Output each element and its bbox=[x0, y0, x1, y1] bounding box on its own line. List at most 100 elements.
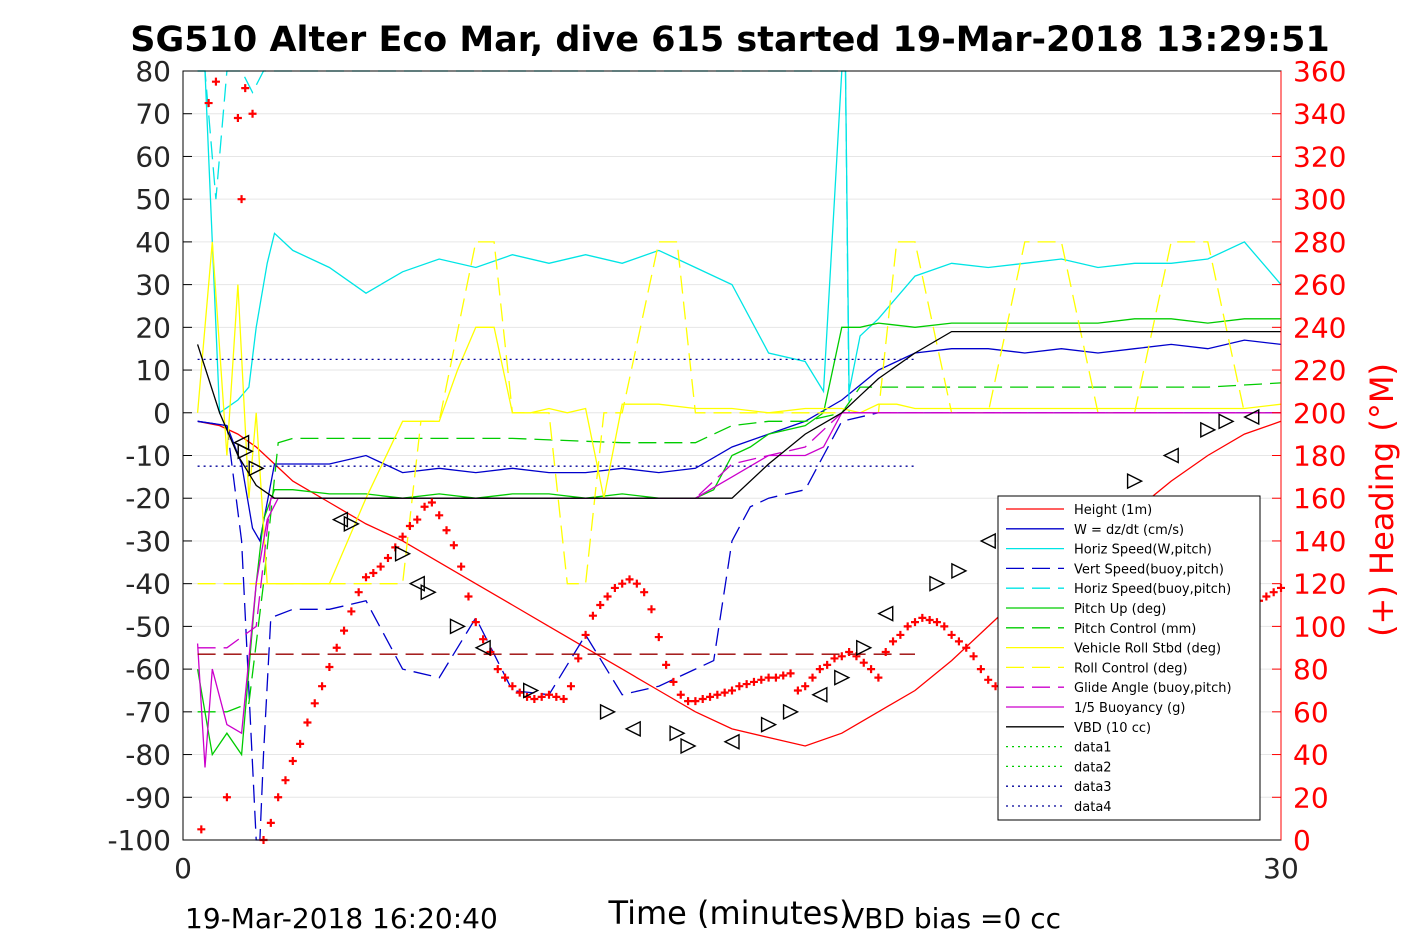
triangle-marker bbox=[394, 545, 412, 562]
heading-point bbox=[867, 665, 876, 674]
x-axis-label: Time (minutes) bbox=[608, 894, 852, 932]
right-axis-label: (+) Heading (°M) bbox=[1363, 363, 1401, 637]
heading-point bbox=[837, 652, 846, 661]
heading-point bbox=[233, 113, 242, 122]
y-tick-label: 60 bbox=[135, 140, 171, 173]
heading-point bbox=[984, 675, 993, 684]
right-tick-label: 100 bbox=[1293, 610, 1346, 643]
heading-point bbox=[881, 648, 890, 657]
heading-point bbox=[1269, 588, 1278, 597]
right-tick-label: 60 bbox=[1293, 696, 1329, 729]
triangle-marker bbox=[523, 682, 540, 699]
heading-point bbox=[779, 671, 788, 680]
legend-label: Glide Angle (buoy,pitch) bbox=[1074, 681, 1232, 696]
triangle-marker bbox=[856, 639, 873, 656]
heading-point bbox=[222, 793, 231, 802]
x-tick-label: 0 bbox=[174, 852, 192, 885]
heading-point bbox=[735, 682, 744, 691]
heading-point bbox=[383, 554, 392, 563]
y-tick-label: 80 bbox=[135, 55, 171, 88]
heading-point bbox=[654, 633, 663, 642]
series-line-horiz-speed-w-pitch bbox=[197, 70, 1282, 415]
heading-point bbox=[691, 697, 700, 706]
heading-point bbox=[625, 575, 634, 584]
heading-point bbox=[969, 652, 978, 661]
triangle-marker bbox=[979, 532, 996, 550]
heading-point bbox=[918, 613, 927, 622]
heading-point bbox=[581, 630, 590, 639]
legend-label: Height (1m) bbox=[1074, 503, 1152, 518]
heading-point bbox=[310, 699, 319, 708]
y-tick-label: 40 bbox=[135, 226, 171, 259]
triangle-marker bbox=[1243, 408, 1260, 426]
heading-point bbox=[237, 195, 246, 204]
heading-point bbox=[793, 686, 802, 695]
heading-point bbox=[588, 611, 597, 620]
heading-point bbox=[501, 673, 510, 682]
heading-point bbox=[749, 677, 758, 686]
triangle-marker bbox=[408, 575, 425, 592]
heading-point bbox=[545, 690, 553, 699]
heading-point bbox=[266, 818, 275, 827]
triangle-marker bbox=[951, 562, 968, 579]
y-tick-label: -90 bbox=[125, 781, 171, 814]
heading-point bbox=[427, 498, 436, 507]
right-tick-label: 180 bbox=[1293, 440, 1346, 473]
heading-point bbox=[362, 573, 370, 582]
heading-point bbox=[684, 697, 693, 706]
triangle-marker bbox=[834, 669, 851, 686]
legend-label: Pitch Up (deg) bbox=[1074, 602, 1166, 617]
heading-point bbox=[303, 718, 312, 727]
heading-point bbox=[493, 665, 502, 674]
heading-point bbox=[662, 660, 671, 669]
heading-point bbox=[889, 637, 898, 646]
triangle-marker bbox=[1218, 413, 1235, 430]
triangle-marker bbox=[449, 618, 467, 635]
heading-point bbox=[713, 690, 722, 699]
heading-point bbox=[925, 615, 934, 624]
heading-point bbox=[530, 695, 539, 704]
right-tick-label: 220 bbox=[1293, 354, 1346, 387]
right-tick-label: 240 bbox=[1293, 311, 1346, 344]
legend-label: 1/5 Buoyancy (g) bbox=[1074, 701, 1185, 716]
right-tick-label: 200 bbox=[1293, 397, 1346, 430]
heading-point bbox=[903, 622, 912, 631]
heading-point bbox=[204, 99, 213, 108]
legend-label: Vert Speed(buoy,pitch) bbox=[1074, 562, 1224, 577]
legend-label: Roll Control (deg) bbox=[1074, 661, 1188, 676]
heading-point bbox=[508, 682, 517, 691]
heading-point bbox=[197, 825, 206, 834]
heading-point bbox=[786, 669, 795, 678]
y-tick-label: -40 bbox=[125, 568, 171, 601]
y-tick-label: 30 bbox=[135, 269, 171, 302]
y-tick-label: -30 bbox=[125, 525, 171, 558]
right-tick-label: 80 bbox=[1293, 653, 1329, 686]
heading-point bbox=[347, 607, 356, 616]
heading-point bbox=[962, 643, 971, 652]
y-tick-label: -50 bbox=[125, 610, 171, 643]
legend-label: Horiz Speed(buoy,pitch) bbox=[1074, 582, 1231, 597]
series-line-w-dz-dt-cm-s bbox=[197, 339, 1282, 543]
heading-point bbox=[859, 658, 868, 667]
legend-label: Vehicle Roll Stbd (deg) bbox=[1074, 642, 1221, 657]
heading-point bbox=[823, 660, 832, 669]
triangle-marker bbox=[680, 737, 697, 755]
heading-point bbox=[552, 692, 561, 701]
y-tick-label: 0 bbox=[153, 397, 171, 430]
y-tick-label: -80 bbox=[125, 739, 171, 772]
series-line-vbd-10-cc bbox=[196, 330, 1281, 499]
y-tick-label: 70 bbox=[135, 98, 171, 131]
heading-point bbox=[325, 662, 334, 671]
heading-point bbox=[954, 637, 963, 646]
heading-point bbox=[647, 605, 656, 614]
heading-point bbox=[610, 583, 619, 592]
triangle-marker bbox=[1162, 447, 1179, 464]
right-tick-label: 260 bbox=[1293, 269, 1346, 302]
heading-point bbox=[574, 654, 583, 663]
heading-point bbox=[874, 673, 883, 682]
right-tick-label: 40 bbox=[1293, 739, 1329, 772]
y-tick-label: -70 bbox=[125, 696, 171, 729]
right-tick-label: 20 bbox=[1293, 781, 1329, 814]
triangle-marker bbox=[343, 515, 360, 532]
y-tick-label: -20 bbox=[125, 482, 171, 515]
